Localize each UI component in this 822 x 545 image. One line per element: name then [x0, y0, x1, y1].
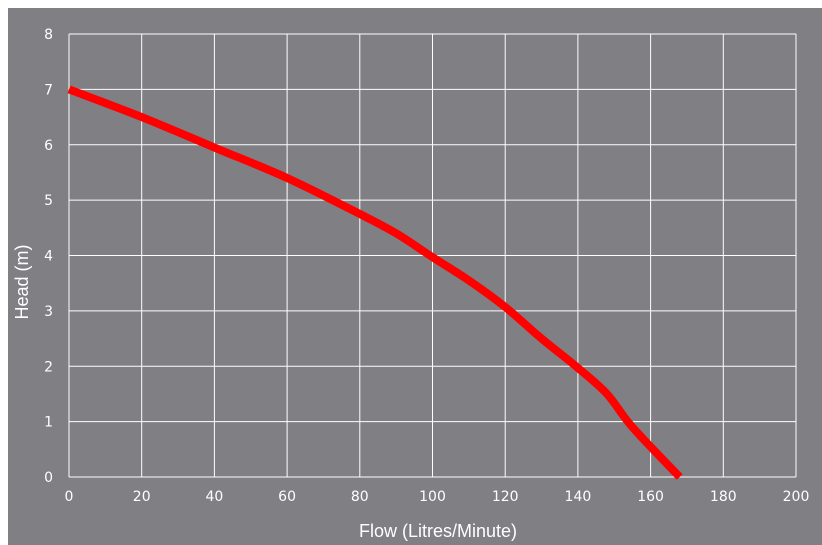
x-tick-label: 40: [205, 489, 223, 505]
y-tick-label: 6: [44, 138, 53, 154]
x-tick-label: 80: [351, 489, 369, 505]
y-tick-label: 8: [44, 27, 53, 43]
grid: [68, 33, 797, 478]
x-tick-label: 200: [783, 489, 810, 505]
x-tick-label: 20: [133, 489, 151, 505]
series-layer: [67, 85, 683, 480]
head-flow-curve: [67, 85, 683, 480]
x-tick-label: 140: [565, 489, 592, 505]
tick-labels: 0 20 40 60 80 100 120 140 160 180 200 0 1 2 3 4 5 6 7 8: [44, 27, 809, 505]
x-tick-label: 180: [710, 489, 737, 505]
y-axis-title: Head (m): [12, 244, 32, 319]
x-tick-label: 60: [278, 489, 296, 505]
y-tick-label: 3: [44, 304, 53, 320]
head-flow-chart: 0 20 40 60 80 100 120 140 160 180 200 0 1 2 3 4 5 6 7 8 Flo…: [12, 27, 809, 541]
x-axis-title: Flow (Litres/Minute): [359, 521, 517, 541]
y-tick-label: 2: [44, 359, 53, 375]
y-tick-label: 4: [44, 249, 53, 265]
x-tick-label: 0: [65, 489, 74, 505]
x-tick-label: 100: [419, 489, 446, 505]
x-tick-label: 160: [637, 489, 664, 505]
chart-panel: 0 20 40 60 80 100 120 140 160 180 200 0 1 2 3 4 5 6 7 8 Flo…: [8, 8, 822, 545]
y-tick-label: 1: [44, 415, 53, 431]
y-tick-label: 7: [44, 82, 53, 98]
y-tick-label: 0: [44, 470, 53, 486]
x-tick-label: 120: [492, 489, 519, 505]
y-tick-label: 5: [44, 193, 53, 209]
